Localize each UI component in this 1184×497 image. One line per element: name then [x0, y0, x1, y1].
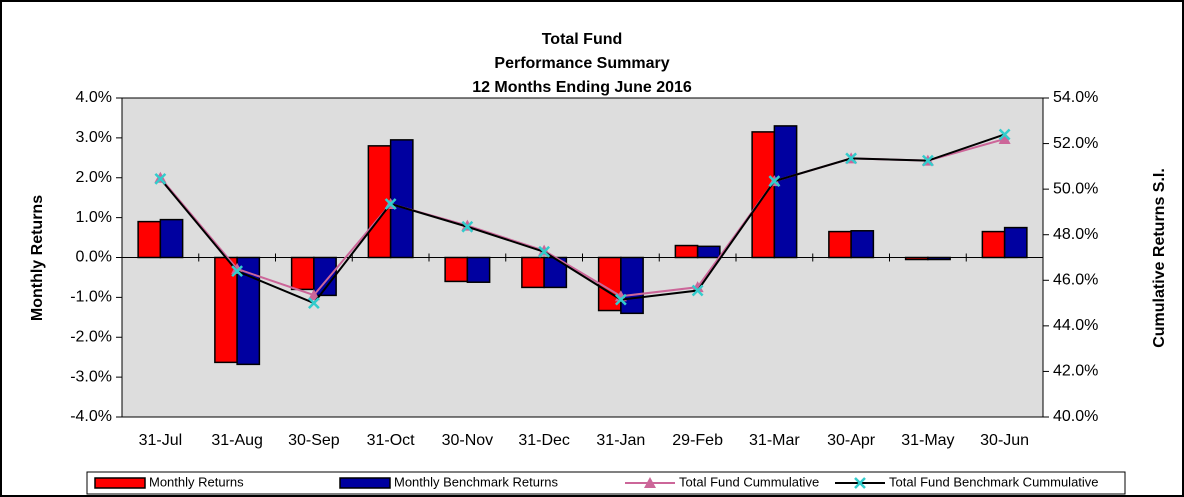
- x-tick-label: 31-Oct: [367, 432, 416, 449]
- legend-swatch: [94, 477, 146, 489]
- chart-title: Total Fund: [542, 31, 623, 48]
- x-tick-label: 29-Feb: [672, 432, 723, 449]
- line-marker: [307, 289, 320, 301]
- y-axis-title: Monthly Returns: [29, 195, 46, 321]
- line-marker: [845, 152, 858, 165]
- y-tick-label: -1.0%: [70, 289, 112, 306]
- legend-swatch: [339, 477, 391, 489]
- x-tick-label: 30-Apr: [827, 432, 876, 449]
- line-marker: [768, 175, 781, 188]
- line-marker: [998, 133, 1011, 145]
- line-marker: [384, 198, 397, 210]
- x-tick-label: 31-Jan: [596, 432, 645, 449]
- legend-marker: [644, 477, 656, 488]
- y2-tick-label: 50.0%: [1053, 180, 1098, 197]
- bar: [521, 256, 545, 289]
- line-marker: [538, 245, 551, 258]
- y2-tick-label: 40.0%: [1053, 408, 1098, 425]
- y2-tick-label: 48.0%: [1053, 226, 1098, 243]
- bar: [159, 218, 184, 259]
- line-marker: [691, 281, 704, 293]
- legend-label: Monthly Returns: [149, 474, 244, 489]
- bar: [290, 256, 315, 291]
- bar: [850, 230, 875, 259]
- x-tick-label: 30-Nov: [442, 432, 494, 449]
- legend-label: Total Fund Benchmark Cummulative: [889, 474, 1099, 489]
- x-tick-label: 31-May: [901, 432, 954, 449]
- line-marker: [307, 297, 320, 309]
- line-marker: [231, 265, 244, 278]
- legend-label: Monthly Benchmark Returns: [394, 474, 559, 489]
- line-marker: [614, 293, 627, 306]
- line: [159, 133, 1005, 305]
- line-marker: [231, 262, 244, 274]
- line-marker: [461, 220, 474, 233]
- y2-tick-label: 54.0%: [1053, 89, 1098, 106]
- y2-tick-label: 52.0%: [1053, 135, 1098, 152]
- bar: [620, 256, 644, 315]
- y-tick-label: 1.0%: [76, 209, 112, 226]
- chart-subtitle: Performance Summary: [494, 55, 669, 72]
- x-tick-label: 31-Aug: [211, 432, 263, 449]
- bar: [389, 139, 414, 259]
- y-tick-label: 4.0%: [76, 89, 112, 106]
- y-tick-label: -2.0%: [70, 328, 112, 345]
- x-tick-label: 31-Jul: [139, 432, 183, 449]
- y-tick-label: -3.0%: [70, 368, 112, 385]
- y-tick-label: 2.0%: [76, 169, 112, 186]
- x-tick-label: 31-Dec: [518, 432, 570, 449]
- y-tick-label: 3.0%: [76, 129, 112, 146]
- line-marker: [154, 173, 167, 185]
- bar: [137, 220, 162, 259]
- legend: Monthly Returns Monthly Benchmark Returns…: [86, 471, 1126, 495]
- y2-tick-label: 42.0%: [1053, 363, 1098, 380]
- bar: [444, 256, 469, 283]
- y2-tick-label: 46.0%: [1053, 272, 1098, 289]
- bar: [466, 256, 491, 283]
- legend-label: Total Fund Cummulative: [679, 474, 819, 489]
- y-tick-label: -4.0%: [70, 408, 112, 425]
- legend-marker: [854, 477, 866, 489]
- bar: [674, 244, 699, 259]
- bar: [828, 230, 852, 259]
- y2-axis-title: Cumulative Returns S.I.: [1151, 168, 1168, 348]
- bar: [1003, 226, 1028, 259]
- line-marker: [691, 284, 704, 297]
- y2-tick-label: 44.0%: [1053, 317, 1098, 334]
- bar: [751, 131, 776, 259]
- chart-subtitle: 12 Months Ending June 2016: [472, 79, 692, 96]
- line-marker: [998, 128, 1011, 141]
- y-tick-label: 0.0%: [76, 249, 112, 266]
- x-tick-label: 30-Sep: [288, 432, 340, 449]
- bar: [773, 125, 798, 259]
- bar: [696, 245, 721, 259]
- x-tick-label: 30-Jun: [980, 432, 1029, 449]
- line-marker: [921, 154, 934, 167]
- bar: [981, 230, 1006, 259]
- x-tick-label: 31-Mar: [749, 432, 800, 449]
